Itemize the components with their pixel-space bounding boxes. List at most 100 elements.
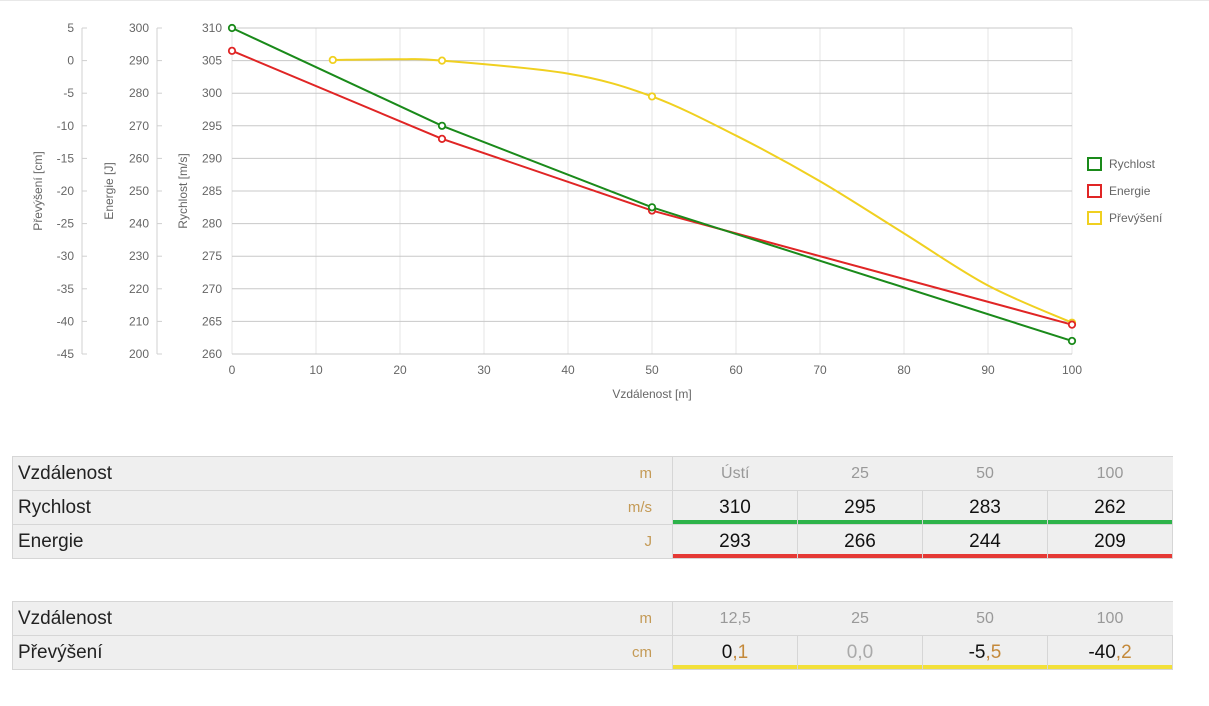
y-tick-label: 265 bbox=[202, 314, 222, 328]
legend-swatch-energy bbox=[1087, 184, 1102, 198]
distance-value: 100 bbox=[1047, 456, 1173, 491]
drop-value: -5,5 bbox=[922, 635, 1048, 670]
energy-data-point bbox=[227, 46, 237, 55]
unit-energy: J bbox=[572, 524, 673, 559]
unit-velocity: m/s bbox=[572, 490, 673, 525]
unit-distance: m bbox=[572, 601, 673, 636]
energy-value: 244 bbox=[922, 524, 1048, 559]
y-tick-label: 300 bbox=[129, 21, 149, 35]
velocity-bar bbox=[1048, 520, 1172, 524]
x-tick-label: 70 bbox=[813, 363, 827, 377]
energy-value: 266 bbox=[797, 524, 923, 559]
y-tick-label: 290 bbox=[129, 54, 149, 68]
velocity-data-point bbox=[437, 121, 447, 130]
drop-data-point bbox=[437, 56, 447, 65]
drop-value: 0,0 bbox=[797, 635, 923, 670]
x-tick-label: 100 bbox=[1062, 363, 1082, 377]
distance-value: Ústí bbox=[672, 456, 798, 491]
top-divider bbox=[0, 0, 1209, 1]
table-row-distance: Vzdálenost m Ústí 25 50 100 bbox=[12, 456, 1173, 491]
table-row-velocity: Rychlost m/s 310 295 283 262 bbox=[12, 490, 1173, 525]
y-tick-label: 280 bbox=[129, 86, 149, 100]
row-label-distance: Vzdálenost bbox=[12, 601, 573, 636]
x-tick-label: 50 bbox=[645, 363, 659, 377]
distance-value: 12,5 bbox=[672, 601, 798, 636]
distance-value: 100 bbox=[1047, 601, 1173, 636]
y-tick-label: 5 bbox=[67, 21, 74, 35]
y-tick-label: -45 bbox=[57, 347, 75, 361]
drop-value: 0,1 bbox=[672, 635, 798, 670]
table-row-energy: Energie J 293 266 244 209 bbox=[12, 524, 1173, 559]
x-tick-label: 0 bbox=[229, 363, 236, 377]
y-tick-label: 230 bbox=[129, 249, 149, 263]
y-tick-label: 250 bbox=[129, 184, 149, 198]
table-row-distance: Vzdálenost m 12,5 25 50 100 bbox=[12, 601, 1173, 636]
x-axis-title: Vzdálenost [m] bbox=[612, 387, 691, 401]
velocity-bar bbox=[798, 520, 922, 524]
velocity-data-point bbox=[227, 23, 237, 33]
y-tick-label: 285 bbox=[202, 184, 222, 198]
row-label-drop: Převýšení bbox=[12, 635, 573, 670]
y-tick-label: 210 bbox=[129, 314, 149, 328]
energy-series-line bbox=[231, 49, 1073, 326]
energy-value: 209 bbox=[1047, 524, 1173, 559]
x-tick-label: 90 bbox=[981, 363, 995, 377]
drop-bar bbox=[923, 665, 1047, 669]
row-label-distance: Vzdálenost bbox=[12, 456, 573, 491]
y-tick-label: 200 bbox=[129, 347, 149, 361]
legend-label-drop: Převýšení bbox=[1109, 211, 1163, 225]
drop-table: Vzdálenost m 12,5 25 50 100 Převýšení cm… bbox=[12, 601, 1173, 670]
y-tick-label: 270 bbox=[129, 119, 149, 133]
drop-data-point bbox=[328, 55, 337, 65]
y-tick-label: -35 bbox=[57, 282, 75, 296]
y-tick-label: -30 bbox=[57, 249, 75, 263]
x-tick-label: 30 bbox=[477, 363, 491, 377]
legend-swatch-drop bbox=[1087, 211, 1102, 225]
ballistics-chart: 0 10 20 30 40 50 60 70 80 90 100 Vzdálenost [m] 5 0 -5… bbox=[31, 21, 1163, 401]
velocity-energy-table: Vzdálenost m Ústí 25 50 100 Rychlost m/s… bbox=[12, 456, 1173, 559]
legend-swatch-velocity bbox=[1087, 157, 1102, 171]
legend-label-velocity: Rychlost bbox=[1109, 157, 1156, 171]
y-tick-label: 310 bbox=[202, 21, 222, 35]
drop-bar bbox=[798, 665, 922, 669]
velocity-bar bbox=[923, 520, 1047, 524]
y-tick-label: 275 bbox=[202, 249, 222, 263]
velocity-data-point bbox=[1067, 336, 1077, 346]
y-tick-label: 290 bbox=[202, 151, 222, 165]
distance-value: 50 bbox=[922, 456, 1048, 491]
y-tick-label: 300 bbox=[202, 86, 222, 100]
velocity-value: 283 bbox=[922, 490, 1048, 525]
energy-bar bbox=[798, 554, 922, 558]
table-row-drop: Převýšení cm 0,1 0,0 -5,5 -40,2 bbox=[12, 635, 1173, 670]
y-axis-title: Převýšení [cm] bbox=[31, 151, 45, 230]
y-tick-label: 240 bbox=[129, 217, 149, 231]
energy-data-point bbox=[437, 134, 447, 143]
legend-label-energy: Energie bbox=[1109, 184, 1151, 198]
unit-drop: cm bbox=[572, 635, 673, 670]
y-tick-label: 260 bbox=[129, 151, 149, 165]
y-tick-label: 220 bbox=[129, 282, 149, 296]
unit-distance: m bbox=[572, 456, 673, 491]
y-axis-title: Energie [J] bbox=[102, 162, 116, 219]
drop-series-line bbox=[332, 58, 1073, 324]
energy-bar bbox=[923, 554, 1047, 558]
y-tick-label: -25 bbox=[57, 217, 75, 231]
x-tick-label: 60 bbox=[729, 363, 743, 377]
y-tick-label: -40 bbox=[57, 314, 75, 328]
x-tick-label: 10 bbox=[309, 363, 323, 377]
velocity-series-line bbox=[231, 27, 1073, 342]
drop-value: -40,2 bbox=[1047, 635, 1173, 670]
y-tick-label: -20 bbox=[57, 184, 75, 198]
x-tick-label: 40 bbox=[561, 363, 575, 377]
row-label-energy: Energie bbox=[12, 524, 573, 559]
distance-value: 50 bbox=[922, 601, 1048, 636]
velocity-value: 295 bbox=[797, 490, 923, 525]
drop-bar bbox=[673, 665, 797, 669]
y-tick-label: -5 bbox=[63, 86, 74, 100]
y-tick-label: 305 bbox=[202, 54, 222, 68]
y-axis-title: Rychlost [m/s] bbox=[176, 153, 190, 228]
energy-bar bbox=[1048, 554, 1172, 558]
velocity-value: 310 bbox=[672, 490, 798, 525]
y-tick-label: 295 bbox=[202, 119, 222, 133]
